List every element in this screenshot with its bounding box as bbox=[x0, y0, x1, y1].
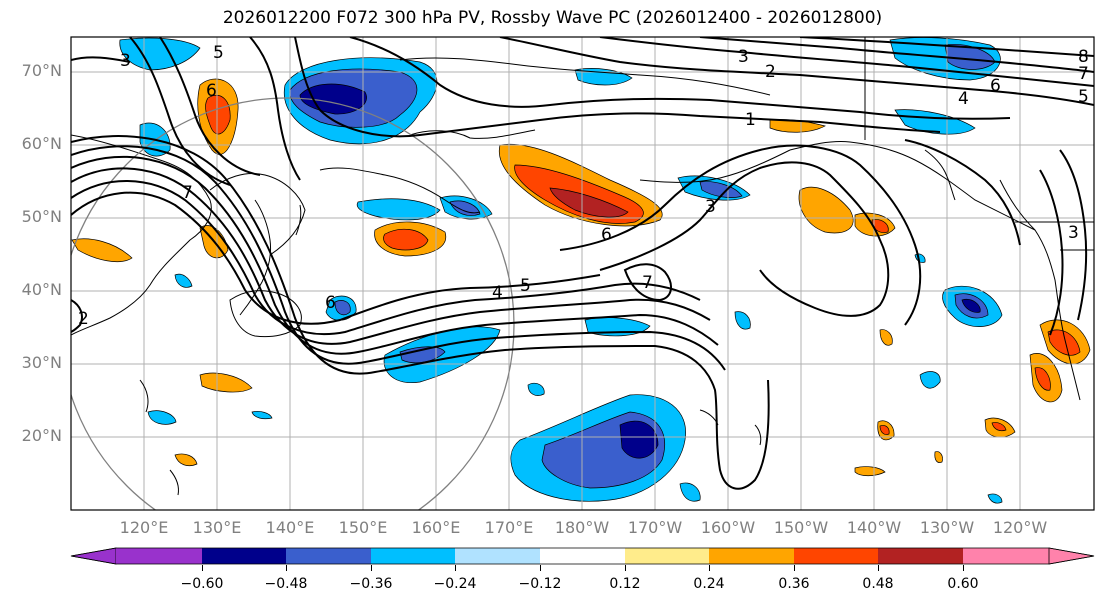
colorbar-tick bbox=[540, 565, 541, 571]
colorbar-extend-low bbox=[70, 547, 117, 565]
colorbar-tick bbox=[794, 565, 795, 571]
colorbar-tick-label: 0.24 bbox=[693, 576, 725, 592]
lon-label: 160°W bbox=[700, 518, 756, 537]
colorbar-outline bbox=[70, 547, 1095, 565]
svg-text:7: 7 bbox=[642, 273, 653, 293]
colorbar-bin bbox=[455, 548, 540, 564]
colorbar-tick-label: 0.48 bbox=[862, 576, 894, 592]
map-frame bbox=[70, 36, 1095, 511]
contour-labels: 3 5 6 3 2 1 8 7 6 4 5 7 3 7 6 4 5 2 6 3 bbox=[78, 43, 1089, 329]
colorbar-bin bbox=[709, 548, 794, 564]
lat-label: 60°N bbox=[21, 134, 62, 153]
colorbar-tick-label: 0.36 bbox=[778, 576, 810, 592]
lat-label: 50°N bbox=[21, 207, 62, 226]
colorbar-bin bbox=[794, 548, 878, 564]
colorbar-tick bbox=[286, 565, 287, 571]
svg-text:3: 3 bbox=[705, 197, 716, 217]
lon-label: 140°E bbox=[265, 518, 315, 537]
svg-text:5: 5 bbox=[520, 276, 531, 296]
svg-text:2: 2 bbox=[78, 309, 89, 329]
lon-label: 180°W bbox=[554, 518, 610, 537]
colorbar-extend-high bbox=[1048, 547, 1095, 565]
svg-text:3: 3 bbox=[120, 51, 131, 71]
svg-text:3: 3 bbox=[738, 47, 749, 67]
colorbar-tick-label: −0.12 bbox=[518, 576, 562, 592]
colorbar-bin bbox=[116, 548, 202, 564]
svg-text:4: 4 bbox=[958, 89, 969, 109]
lon-label: 140°W bbox=[846, 518, 902, 537]
colorbar-tick-label: 0.12 bbox=[609, 576, 641, 592]
colorbar-tick-label: −0.60 bbox=[180, 576, 224, 592]
colorbar-tick-label: 0.60 bbox=[947, 576, 979, 592]
colorbar-tick-label: −0.24 bbox=[433, 576, 477, 592]
colorbar-bin bbox=[540, 548, 625, 564]
lon-label: 120°E bbox=[119, 518, 169, 537]
lon-label: 130°W bbox=[919, 518, 975, 537]
svg-text:7: 7 bbox=[1078, 64, 1089, 84]
svg-text:2: 2 bbox=[765, 62, 776, 82]
colorbar-tick bbox=[709, 565, 710, 571]
svg-text:6: 6 bbox=[601, 225, 612, 245]
svg-text:6: 6 bbox=[325, 293, 336, 313]
colorbar-tick-label: −0.48 bbox=[264, 576, 308, 592]
svg-text:4: 4 bbox=[492, 283, 503, 303]
colorbar-tick bbox=[625, 565, 626, 571]
svg-text:8: 8 bbox=[1078, 47, 1089, 67]
svg-text:6: 6 bbox=[206, 81, 217, 101]
lat-label: 70°N bbox=[21, 61, 62, 80]
svg-text:1: 1 bbox=[745, 110, 756, 130]
svg-text:3: 3 bbox=[1068, 223, 1079, 243]
colorbar-bin bbox=[878, 548, 963, 564]
map-title: 2026012200 F072 300 hPa PV, Rossby Wave … bbox=[222, 8, 883, 28]
colorbar bbox=[70, 547, 1095, 565]
range-circle bbox=[71, 97, 515, 510]
lon-label: 150°W bbox=[773, 518, 829, 537]
lon-label: 130°E bbox=[192, 518, 242, 537]
svg-text:5: 5 bbox=[1078, 87, 1089, 107]
coastlines bbox=[71, 37, 1094, 496]
lon-label: 120°W bbox=[992, 518, 1048, 537]
colorbar-bin bbox=[963, 548, 1049, 564]
colorbar-tick-label: −0.36 bbox=[349, 576, 393, 592]
svg-text:7: 7 bbox=[182, 183, 193, 203]
lon-label: 170°W bbox=[627, 518, 683, 537]
svg-text:6: 6 bbox=[990, 76, 1001, 96]
colorbar-tick bbox=[371, 565, 372, 571]
lon-label: 150°E bbox=[338, 518, 388, 537]
pv-contours bbox=[71, 37, 1094, 490]
colorbar-tick bbox=[963, 565, 964, 571]
colorbar-bin bbox=[286, 548, 371, 564]
colorbar-bin bbox=[202, 548, 286, 564]
lon-label: 160°E bbox=[411, 518, 461, 537]
colorbar-tick bbox=[202, 565, 203, 571]
colorbar-bin bbox=[625, 548, 709, 564]
lat-label: 40°N bbox=[21, 280, 62, 299]
lat-label: 30°N bbox=[21, 353, 62, 372]
lat-label: 20°N bbox=[21, 426, 62, 445]
colorbar-tick bbox=[878, 565, 879, 571]
svg-text:5: 5 bbox=[213, 43, 224, 63]
colorbar-tick bbox=[455, 565, 456, 571]
colorbar-bin bbox=[371, 548, 455, 564]
lon-label: 170°E bbox=[484, 518, 534, 537]
